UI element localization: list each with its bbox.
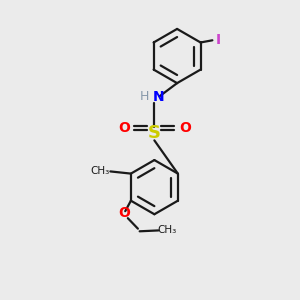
Text: CH₃: CH₃ — [157, 225, 176, 235]
Text: CH₃: CH₃ — [91, 166, 110, 176]
Text: N: N — [153, 90, 165, 104]
Text: S: S — [148, 124, 161, 142]
Text: O: O — [179, 121, 191, 135]
Text: I: I — [215, 33, 220, 47]
Text: O: O — [118, 206, 130, 220]
Text: H: H — [140, 90, 149, 103]
Text: O: O — [118, 121, 130, 135]
